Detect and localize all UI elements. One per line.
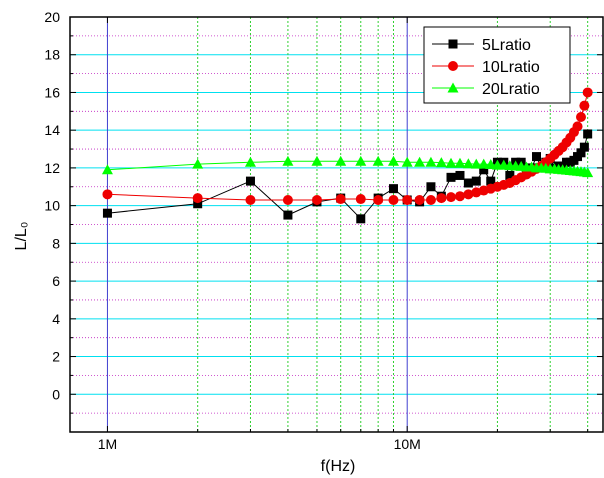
triangle-marker xyxy=(454,157,466,168)
square-marker xyxy=(471,176,481,186)
circle-marker xyxy=(572,121,583,132)
circle-marker xyxy=(425,194,436,205)
square-marker xyxy=(245,176,255,186)
triangle-marker xyxy=(414,156,426,167)
triangle-marker xyxy=(101,164,113,175)
triangle-marker xyxy=(478,158,490,169)
legend: 5Lratio 10Lratio 20Lratio xyxy=(423,26,571,104)
legend-label: 10Lratio xyxy=(482,59,540,76)
triangle-marker xyxy=(462,158,474,169)
triangle-marker xyxy=(244,156,256,167)
square-marker xyxy=(446,172,456,182)
circle-marker xyxy=(282,194,293,205)
square-marker xyxy=(283,210,293,220)
square-marker xyxy=(463,178,473,188)
triangle-marker xyxy=(355,155,367,166)
circle-marker xyxy=(579,100,590,111)
y-tick-label: 6 xyxy=(52,273,60,289)
triangle-marker xyxy=(192,158,204,169)
square-marker xyxy=(455,170,465,180)
square-marker xyxy=(579,142,589,152)
triangle-marker xyxy=(335,155,347,166)
series-20Lratio xyxy=(101,155,594,178)
triangle-marker xyxy=(387,155,399,166)
square-marker xyxy=(583,129,593,139)
y-tick-label: 18 xyxy=(44,47,60,63)
circle-marker xyxy=(192,193,203,204)
y-tick-label: 12 xyxy=(44,160,60,176)
y-tick-label: 16 xyxy=(44,84,60,100)
triangle-marker xyxy=(470,158,482,169)
triangle-marker xyxy=(485,159,497,170)
circle-marker xyxy=(388,194,399,205)
y-tick-label: 4 xyxy=(52,311,60,327)
circle-marker xyxy=(454,191,465,202)
plot-frame xyxy=(69,16,604,433)
series-10Lratio xyxy=(102,87,593,205)
square-marker xyxy=(193,199,203,209)
y-tick-label: 2 xyxy=(52,349,60,365)
data-series xyxy=(101,87,594,224)
circle-marker xyxy=(102,189,113,200)
circle-marker xyxy=(436,193,447,204)
y-axis-label: L/L₀ xyxy=(13,222,30,251)
circle-marker xyxy=(373,194,384,205)
square-marker xyxy=(532,152,542,162)
legend-label: 20Lratio xyxy=(482,81,540,98)
y-tick-label: 10 xyxy=(44,198,60,214)
triangle-marker xyxy=(372,155,384,166)
x-tick-label: 1M xyxy=(98,436,117,452)
y-tick-label: 20 xyxy=(44,9,60,25)
square-marker xyxy=(388,184,398,194)
circle-marker xyxy=(448,61,458,71)
x-tick-label: 10M xyxy=(394,436,421,452)
circle-marker xyxy=(355,194,366,205)
square-marker xyxy=(448,39,458,49)
triangle-marker xyxy=(582,167,594,178)
triangle-marker xyxy=(447,82,459,93)
circle-marker xyxy=(446,192,457,203)
square-marker xyxy=(576,148,586,158)
square-marker xyxy=(479,165,489,175)
circle-marker xyxy=(335,194,346,205)
square-marker xyxy=(486,176,496,186)
circle-marker xyxy=(463,189,474,200)
triangle-marker xyxy=(311,155,323,166)
square-marker xyxy=(505,170,515,180)
triangle-marker xyxy=(282,155,294,166)
circle-marker xyxy=(245,194,256,205)
triangle-marker xyxy=(401,156,413,167)
circle-marker xyxy=(402,194,413,205)
legend-label: 5Lratio xyxy=(482,37,531,54)
circle-marker xyxy=(311,194,322,205)
y-tick-label: 0 xyxy=(52,386,60,402)
square-marker xyxy=(102,208,112,218)
circle-marker xyxy=(582,87,593,98)
triangle-marker xyxy=(445,157,457,168)
y-tick-label: 8 xyxy=(52,235,60,251)
triangle-marker xyxy=(425,156,437,167)
square-marker xyxy=(426,182,436,192)
circle-marker xyxy=(575,111,586,122)
tick-labels: 0 2 4 6 8 10 12 14 16 18 20 1M 10M xyxy=(44,9,420,452)
triangle-marker xyxy=(435,157,447,168)
circle-marker xyxy=(414,194,425,205)
y-tick-label: 14 xyxy=(44,122,60,138)
x-axis-label: f(Hz) xyxy=(321,458,356,475)
square-marker xyxy=(356,214,366,224)
